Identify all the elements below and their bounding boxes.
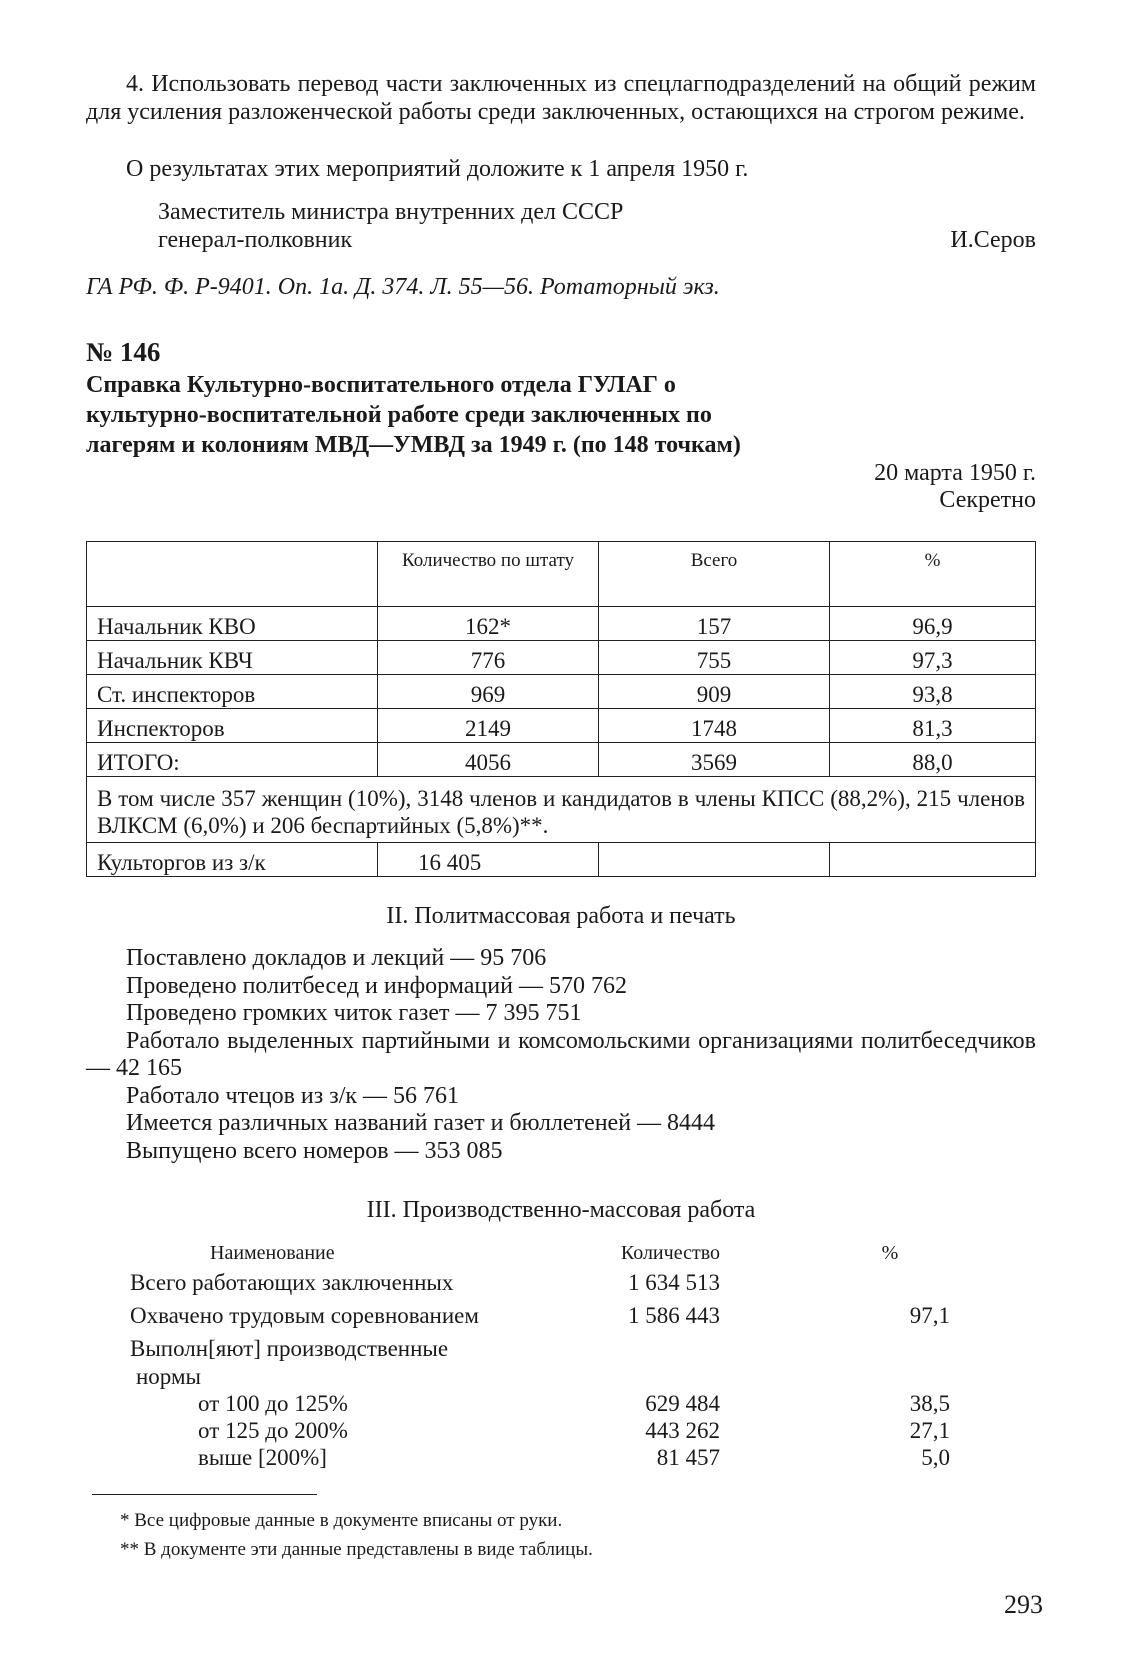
list-item: Проведено громких читок газет — 7 395 75… — [126, 1000, 582, 1026]
page-number: 293 — [1004, 1590, 1043, 1619]
signer-line: генерал-полковник И.Серов — [158, 226, 1036, 254]
table-row: ИТОГО: 4056 3569 88,0 — [86, 742, 1036, 777]
table-note-row: В том числе 357 женщин (10%), 3148 члено… — [86, 776, 1036, 843]
cell: 776 — [377, 640, 599, 675]
document-number: № 146 — [86, 337, 161, 367]
list-item: Выпущено всего номеров — 353 085 — [126, 1137, 503, 1164]
cell: Начальник КВЧ — [86, 640, 378, 675]
table-note: В том числе 357 женщин (10%), 3148 члено… — [86, 776, 1036, 843]
cell: Культоргов из з/к — [86, 842, 378, 877]
table-row: Начальник КВЧ 776 755 97,3 — [86, 640, 1036, 675]
header-cell: Наименование — [210, 1242, 335, 1264]
table-row: нормы — [130, 1364, 950, 1390]
staff-table: Количество по штату Всего % Начальник КВ… — [86, 541, 1036, 877]
cell: ИТОГО: — [86, 742, 378, 777]
cell: Всего работающих заключенных — [130, 1270, 454, 1295]
cell: 3569 — [598, 742, 830, 777]
table-row: Охвачено трудовым соревнованием 1 586 443… — [130, 1301, 950, 1331]
cell: 97,1 — [909, 1303, 950, 1328]
footnote-1: * Все цифровые данные в документе вписан… — [120, 1510, 563, 1531]
cell: выше [200%] — [198, 1445, 327, 1470]
cell: 96,9 — [829, 606, 1036, 641]
cell: Инспекторов — [86, 708, 378, 743]
paragraph-report: О результатах этих мероприятий доложите … — [126, 156, 749, 182]
list-item: Поставлено докладов и лекций — 95 706 — [126, 945, 547, 971]
cell: 969 — [377, 674, 599, 709]
header-cell: % — [881, 1242, 899, 1264]
cell: Выполн[яют] производственные — [130, 1336, 449, 1361]
table-row: от 100 до 125% 629 484 38,5 — [130, 1390, 950, 1417]
cell: 1 634 513 — [628, 1270, 720, 1295]
cell: 81 457 — [656, 1445, 720, 1470]
table-row: Начальник КВО 162* 157 96,9 — [86, 606, 1036, 641]
archive-reference: ГА РФ. Ф. Р-9401. Оп. 1а. Д. 374. Л. 55—… — [86, 274, 720, 300]
section-2-heading: II. Политмассовая работа и печать — [386, 903, 736, 929]
cell: 629 484 — [645, 1391, 720, 1416]
cell — [829, 842, 1036, 877]
table-row: Выполн[яют] производственные — [130, 1334, 950, 1364]
footnote-2: ** В документе эти данные представлены в… — [120, 1539, 593, 1560]
footnote-divider — [92, 1494, 317, 1495]
header-cell: % — [829, 541, 1036, 607]
cell: 88,0 — [829, 742, 1036, 777]
list-item: Проведено политбесед и информаций — 570 … — [126, 972, 627, 999]
cell: 93,8 — [829, 674, 1036, 709]
cell: 5,0 — [921, 1445, 950, 1470]
signer-title-1: Заместитель министра внутренних дел СССР — [158, 199, 624, 225]
cell: 157 — [598, 606, 830, 641]
cell: от 125 до 200% — [198, 1418, 348, 1443]
section-2-list: Поставлено докладов и лекций — 95 706 Пр… — [86, 945, 1036, 1165]
cell: 97,3 — [829, 640, 1036, 675]
cell — [598, 842, 830, 877]
section-3-heading: III. Производственно-массовая работа — [366, 1197, 756, 1223]
header-cell — [86, 541, 378, 607]
cell: нормы — [136, 1364, 201, 1389]
header-cell: Количество по штату — [377, 541, 599, 607]
cell: 162* — [377, 606, 599, 641]
table-row: Всего работающих заключенных 1 634 513 — [130, 1268, 950, 1298]
cell: 443 262 — [645, 1418, 720, 1443]
table-row: выше [200%] 81 457 5,0 — [130, 1444, 950, 1471]
list-item: Имеется различных названий газет и бюлле… — [126, 1110, 716, 1136]
production-table: Наименование Количество % Всего работающ… — [130, 1238, 950, 1471]
document-title: Справка Культурно-воспитательного отдела… — [86, 372, 741, 458]
cell: Охвачено трудовым соревнованием — [130, 1303, 479, 1328]
cell: 2149 — [377, 708, 599, 743]
header-cell: Всего — [598, 541, 830, 607]
list-item: Работало чтецов из з/к — 56 761 — [126, 1082, 460, 1109]
table-row: Культоргов из з/к 16 405 — [86, 842, 1036, 877]
table-row: Ст. инспекторов 969 909 93,8 — [86, 674, 1036, 709]
signer-title-2: генерал-полковник — [158, 227, 353, 253]
signature-block: Заместитель министра внутренних дел СССР… — [158, 198, 1036, 254]
cell: 755 — [598, 640, 830, 675]
cell: 81,3 — [829, 708, 1036, 743]
cell: 16 405 — [377, 842, 599, 877]
table-header-row: Количество по штату Всего % — [86, 541, 1036, 607]
cell: Начальник КВО — [86, 606, 378, 641]
cell: Ст. инспекторов — [86, 674, 378, 709]
cell: 38,5 — [909, 1391, 950, 1416]
table-row: Инспекторов 2149 1748 81,3 — [86, 708, 1036, 743]
cell: 4056 — [377, 742, 599, 777]
list-item: Работало выделенных партийными и комсомо… — [86, 1027, 1036, 1082]
classification: Секретно — [939, 487, 1036, 513]
table-header-row: Наименование Количество % — [130, 1238, 950, 1268]
table-row: от 125 до 200% 443 262 27,1 — [130, 1417, 950, 1444]
cell: 27,1 — [909, 1418, 950, 1443]
document-date: 20 марта 1950 г. — [874, 460, 1036, 486]
cell: от 100 до 125% — [198, 1391, 348, 1416]
cell: 909 — [598, 674, 830, 709]
header-cell: Количество — [620, 1242, 720, 1264]
paragraph-item-4: 4. Использовать перевод части заключенны… — [86, 71, 1036, 125]
signer-name: И.Серов — [950, 227, 1036, 253]
cell: 1748 — [598, 708, 830, 743]
cell: 1 586 443 — [628, 1303, 720, 1328]
